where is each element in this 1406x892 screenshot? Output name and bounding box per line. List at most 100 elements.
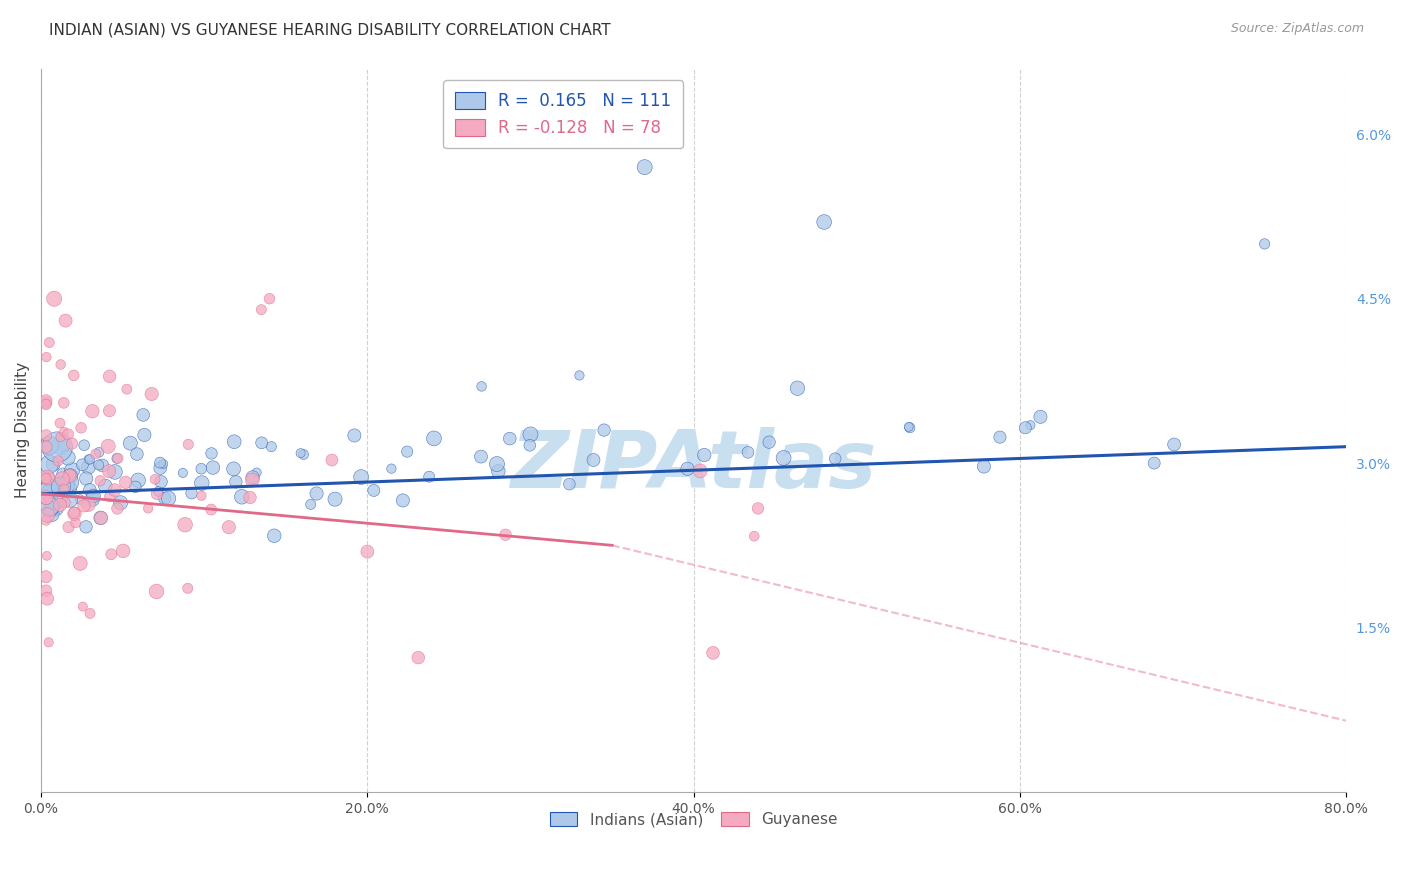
Point — [98, 403, 121, 417]
Point — [582, 453, 605, 467]
Point — [737, 445, 759, 459]
Point — [103, 483, 125, 497]
Point — [758, 435, 780, 450]
Point — [263, 529, 285, 543]
Point — [120, 436, 142, 450]
Point — [558, 477, 581, 491]
Point — [35, 350, 58, 364]
Point — [1143, 456, 1166, 470]
Point — [53, 495, 76, 509]
Point — [149, 461, 172, 475]
Point — [406, 650, 429, 665]
Point — [73, 438, 96, 452]
Point — [190, 461, 212, 475]
Point — [225, 475, 247, 489]
Point — [132, 408, 155, 422]
Point — [1163, 437, 1185, 451]
Point — [38, 438, 60, 452]
Point — [190, 489, 212, 503]
Point — [1014, 421, 1036, 435]
Point — [898, 420, 921, 434]
Point — [38, 500, 60, 514]
Point — [568, 368, 591, 383]
Point — [35, 428, 58, 442]
Point — [35, 513, 58, 527]
Point — [38, 480, 60, 494]
Point — [98, 369, 121, 384]
Point — [35, 440, 58, 454]
Point — [46, 440, 69, 454]
Point — [174, 517, 197, 532]
Point — [392, 493, 415, 508]
Point — [134, 428, 156, 442]
Point — [519, 438, 541, 452]
Point — [742, 529, 765, 543]
Text: ZIPAtlas: ZIPAtlas — [510, 427, 877, 506]
Point — [59, 467, 82, 482]
Point — [72, 599, 94, 614]
Point — [149, 456, 172, 470]
Point — [52, 467, 75, 482]
Point — [35, 393, 58, 408]
Point — [242, 470, 264, 484]
Point — [39, 501, 62, 516]
Point — [105, 501, 128, 516]
Point — [44, 500, 66, 514]
Point — [786, 381, 808, 395]
Point — [153, 491, 176, 505]
Point — [634, 160, 657, 174]
Point — [37, 470, 59, 484]
Point — [59, 492, 82, 507]
Point — [98, 490, 121, 504]
Point — [495, 528, 517, 542]
Point — [75, 520, 97, 534]
Point — [46, 454, 69, 468]
Point — [112, 544, 135, 558]
Point — [51, 472, 73, 486]
Point — [423, 432, 446, 446]
Point — [49, 498, 72, 512]
Point — [37, 591, 59, 606]
Point — [105, 451, 128, 466]
Point — [79, 607, 101, 621]
Point — [42, 457, 65, 471]
Point — [37, 508, 59, 522]
Point — [70, 421, 93, 435]
Point — [222, 462, 245, 476]
Point — [35, 549, 58, 563]
Point — [250, 435, 273, 450]
Point — [87, 458, 110, 472]
Point — [180, 486, 202, 500]
Point — [157, 491, 180, 506]
Point — [897, 420, 920, 434]
Point — [146, 487, 169, 501]
Point — [49, 430, 72, 444]
Point — [150, 475, 173, 489]
Point — [363, 483, 385, 498]
Point — [58, 475, 80, 490]
Point — [60, 463, 83, 477]
Point — [824, 451, 846, 466]
Point — [84, 447, 107, 461]
Point — [250, 302, 273, 317]
Point — [772, 450, 794, 465]
Point — [53, 482, 76, 496]
Point — [69, 492, 91, 507]
Point — [38, 335, 60, 350]
Point — [321, 453, 343, 467]
Point — [73, 499, 96, 513]
Point — [356, 544, 378, 558]
Point — [52, 396, 75, 410]
Point — [35, 491, 58, 506]
Point — [593, 423, 616, 437]
Point — [56, 478, 79, 492]
Point — [38, 486, 60, 500]
Point — [56, 450, 79, 465]
Point — [35, 491, 58, 505]
Point — [89, 474, 111, 488]
Point — [55, 313, 77, 327]
Point — [471, 379, 494, 393]
Point — [470, 450, 492, 464]
Point — [299, 497, 322, 511]
Point — [69, 557, 91, 571]
